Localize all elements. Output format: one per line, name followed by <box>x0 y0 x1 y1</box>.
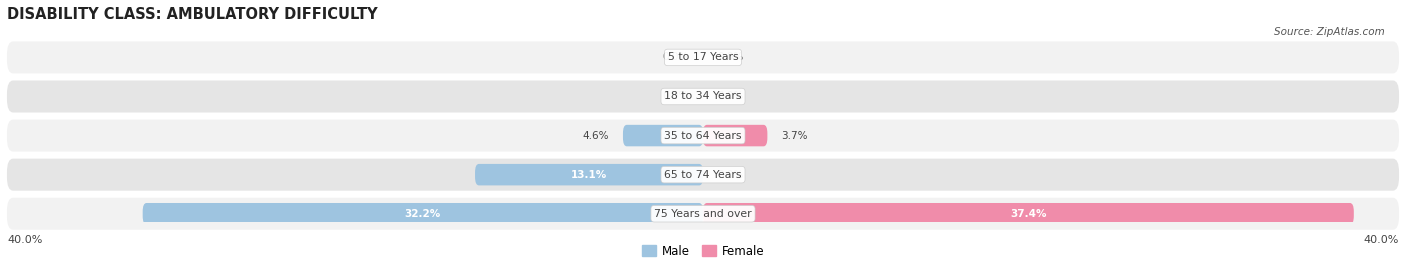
Text: 0.0%: 0.0% <box>662 91 689 102</box>
FancyBboxPatch shape <box>7 41 1399 73</box>
FancyBboxPatch shape <box>703 203 1354 225</box>
Text: 3.7%: 3.7% <box>782 131 808 141</box>
FancyBboxPatch shape <box>703 125 768 146</box>
Text: DISABILITY CLASS: AMBULATORY DIFFICULTY: DISABILITY CLASS: AMBULATORY DIFFICULTY <box>7 7 378 22</box>
FancyBboxPatch shape <box>142 203 703 225</box>
Text: 0.0%: 0.0% <box>717 53 744 62</box>
Text: 5 to 17 Years: 5 to 17 Years <box>668 53 738 62</box>
Text: 0.0%: 0.0% <box>717 170 744 180</box>
FancyBboxPatch shape <box>623 125 703 146</box>
Text: 40.0%: 40.0% <box>1364 235 1399 245</box>
Text: 65 to 74 Years: 65 to 74 Years <box>664 170 742 180</box>
FancyBboxPatch shape <box>7 120 1399 152</box>
Text: 0.0%: 0.0% <box>662 53 689 62</box>
FancyBboxPatch shape <box>7 80 1399 113</box>
Text: 0.0%: 0.0% <box>717 91 744 102</box>
Text: 4.6%: 4.6% <box>582 131 609 141</box>
Text: 35 to 64 Years: 35 to 64 Years <box>664 131 742 141</box>
Text: 40.0%: 40.0% <box>7 235 42 245</box>
Text: Source: ZipAtlas.com: Source: ZipAtlas.com <box>1274 27 1385 37</box>
Text: 37.4%: 37.4% <box>1010 209 1046 219</box>
FancyBboxPatch shape <box>7 198 1399 230</box>
Text: 32.2%: 32.2% <box>405 209 441 219</box>
Text: 75 Years and over: 75 Years and over <box>654 209 752 219</box>
Text: 13.1%: 13.1% <box>571 170 607 180</box>
FancyBboxPatch shape <box>475 164 703 185</box>
FancyBboxPatch shape <box>7 159 1399 191</box>
Text: 18 to 34 Years: 18 to 34 Years <box>664 91 742 102</box>
Legend: Male, Female: Male, Female <box>641 245 765 258</box>
